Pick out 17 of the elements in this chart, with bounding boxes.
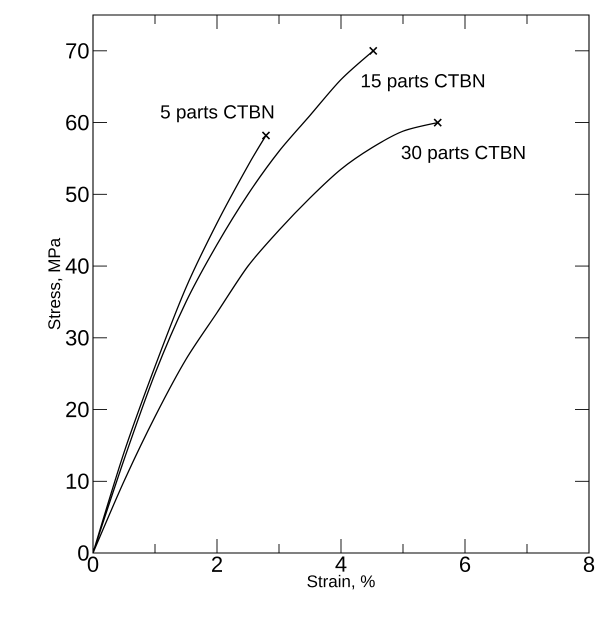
- x-tick-label: 6: [460, 556, 470, 572]
- x-tick-label: 4: [335, 556, 346, 572]
- y-tick-label: 30: [66, 330, 89, 346]
- y-tick-label: 70: [66, 43, 89, 59]
- x-tick-label: 2: [212, 556, 222, 572]
- y-tick-label: 60: [66, 114, 89, 130]
- y-tick-label: 50: [66, 186, 89, 202]
- y-tick-label: 0: [78, 545, 89, 561]
- y-tick-label: 40: [66, 258, 89, 274]
- y-tick-label: 20: [66, 402, 89, 418]
- y-tick-label: 10: [66, 473, 89, 490]
- series-label: 30 parts CTBN: [402, 146, 525, 163]
- x-axis-title: Strain, %: [307, 574, 375, 590]
- x-tick-label: 8: [584, 556, 594, 572]
- y-axis-title: Stress, MPa: [48, 238, 62, 330]
- series-label: 15 parts CTBN: [362, 74, 484, 92]
- series-label: 5 parts CTBN: [160, 105, 274, 122]
